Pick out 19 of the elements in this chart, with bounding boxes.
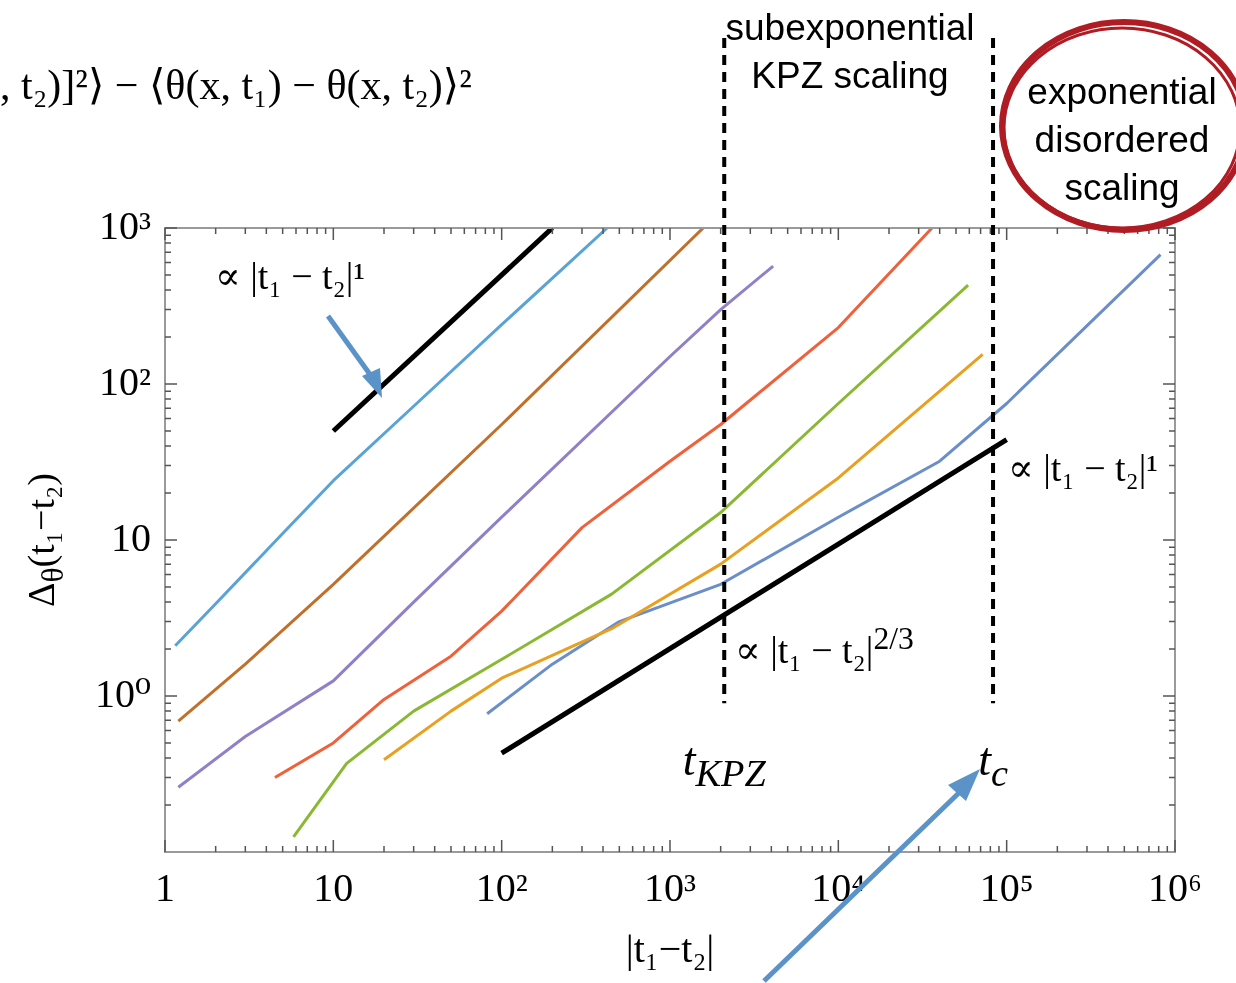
- ref-line-label: t$_{c}$: [978, 733, 1008, 795]
- ref-line-label: t$_{KPZ}$: [682, 733, 766, 795]
- y-tick-label: 10³: [99, 202, 151, 248]
- y-tick-label: 10⁰: [94, 670, 151, 716]
- text: subexponential KPZ scaling: [724, 6, 976, 99]
- y-tick-label: 10: [111, 514, 151, 560]
- annotation: ∝ |t₁ − t₂|$^{2/3}$: [735, 620, 915, 673]
- x-tick-label: 10⁶: [1148, 864, 1202, 910]
- x-tick-label: 10⁵: [979, 864, 1034, 910]
- annotation: ∝ |t₁ − t₂|¹: [1008, 446, 1159, 491]
- y-tick-label: 10²: [99, 358, 151, 404]
- x-tick-label: 10: [313, 864, 354, 910]
- text: exponential disordered scaling: [1026, 70, 1218, 211]
- x-tick-label: 10²: [475, 864, 528, 910]
- annotation: ∝ |t₁ − t₂|¹: [215, 254, 366, 299]
- x-axis-title: |t₁−t₂|: [624, 925, 716, 972]
- x-tick-label: 1: [155, 864, 175, 910]
- x-tick-label: 10³: [644, 864, 696, 910]
- text: , t₂)]²⟩ − ⟨θ(x, t₁) − θ(x, t₂)⟩²: [0, 61, 473, 110]
